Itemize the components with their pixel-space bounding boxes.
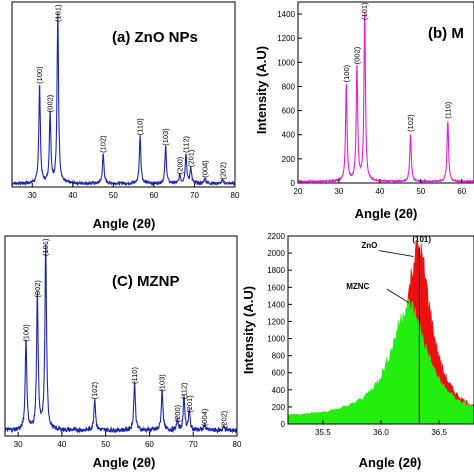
y-tick-label-b-0: 0 <box>291 179 296 188</box>
peak-label-b-2: (101) <box>360 2 369 20</box>
spectrum-line-a <box>11 12 236 187</box>
x-tick-label-b-0: 20 <box>294 187 303 196</box>
panel-a-marks: (100) (002) (101) (102) (110) (103) (200) (112)… <box>11 4 240 200</box>
peak-label-a-9: (004) <box>201 160 210 178</box>
panel-b-marks: (100)(002)(101)(102)(110)20 30 40 50 6002004… <box>277 2 474 196</box>
x-tick-label-d-2: 36.5 <box>431 428 447 437</box>
x-tick-label-c-2: 50 <box>101 440 110 449</box>
x-tick-label-b-2: 40 <box>375 187 384 196</box>
y-tick-label-d-2: 400 <box>272 386 286 395</box>
peak-label-a-10: (202) <box>218 161 227 179</box>
peak-label-c-6: (200) <box>173 404 182 422</box>
panel-c-marks: (100) (002) (101) (102) (110) (103) (200) (112)… <box>4 238 242 449</box>
y-tick-label-d-5: 1000 <box>267 335 285 344</box>
y-tick-label-d-4: 800 <box>272 352 286 361</box>
spectrum-line-c <box>4 243 238 434</box>
y-tick-label-d-8: 1600 <box>267 283 285 292</box>
x-tick-label-d-1: 36.0 <box>373 428 389 437</box>
arrow-mznc <box>386 288 410 303</box>
x-tick-label-a-4: 70 <box>190 191 199 200</box>
y-tick-label-b-3: 600 <box>282 107 296 116</box>
y-tick-label-d-7: 1400 <box>267 300 285 309</box>
peak-label-c-0: (100) <box>22 324 31 342</box>
peak-label-a-4: (110) <box>136 118 145 135</box>
peak-label-a-5: (103) <box>161 128 170 146</box>
y-tick-label-b-1: 200 <box>282 155 296 164</box>
panel-a-title: (a) ZnO NPs <box>112 29 198 46</box>
x-tick-label-b-1: 30 <box>334 187 343 196</box>
panel-d-xlabel: Angle (2θ) <box>359 455 422 470</box>
peak-label-c-3: (102) <box>90 381 99 399</box>
panel-a-frame <box>11 1 236 188</box>
x-tick-label-c-3: 60 <box>145 440 154 449</box>
x-tick-label-c-5: 80 <box>233 440 242 449</box>
panel-b-xlabel: Angle (2θ) <box>355 206 418 221</box>
panel-c-frame <box>4 235 238 437</box>
peak-label-b-1: (002) <box>352 46 361 64</box>
x-tick-label-a-5: 80 <box>231 191 240 200</box>
panel-b-ylabel: Intensity (A.U) <box>254 46 269 134</box>
peak-label-a-3: (102) <box>99 135 108 153</box>
panel-d-frame <box>287 235 474 425</box>
panel-d-marks: ZnO (101) MZNC 35.5 36.0 36.5 0 200 400 600 800 100… <box>267 232 474 437</box>
x-tick-label-c-0: 30 <box>14 440 23 449</box>
peak-label-c-7: (112) <box>180 382 189 399</box>
peak-label-a-6: (200) <box>175 156 184 174</box>
x-tick-label-c-1: 40 <box>57 440 66 449</box>
area-mznc <box>287 298 474 425</box>
x-tick-label-a-2: 50 <box>109 191 118 200</box>
y-tick-label-d-0: 0 <box>281 420 286 429</box>
peak-label-b-0: (100) <box>342 64 351 82</box>
arrow-zno <box>378 250 414 257</box>
peak-label-c-9: (004) <box>200 408 209 426</box>
y-tick-label-d-3: 600 <box>272 369 286 378</box>
panel-a-xlabel: Angle (2θ) <box>93 216 156 231</box>
panel-d: ZnO (101) MZNC 35.5 36.0 36.5 0 200 400 600 800 100… <box>241 232 474 470</box>
peak-label-c-4: (110) <box>130 367 139 384</box>
x-tick-label-a-0: 30 <box>28 191 37 200</box>
peak-label-c-1: (002) <box>33 280 42 298</box>
panel-c-xlabel: Angle (2θ) <box>93 455 156 470</box>
y-tick-label-d-9: 1800 <box>267 266 285 275</box>
panel-a: (a) ZnO NPs (100)(002)(101)(102)(110)(10… <box>11 1 240 231</box>
panel-b-frame <box>297 1 474 184</box>
peak-label-c-2: (101) <box>41 238 50 256</box>
peak-label-a-1: (002) <box>46 94 55 112</box>
x-tick-label-a-3: 60 <box>149 191 158 200</box>
panel-c: (C) MZNP (100)(002)(101)(102)(110) (103)(… <box>4 235 242 470</box>
panel-d-ylabel: Intensity (A.U) <box>241 286 256 374</box>
y-tick-label-b-2: 400 <box>282 131 296 140</box>
x-tick-label-b-4: 60 <box>457 187 466 196</box>
y-tick-label-b-6: 1200 <box>277 34 295 43</box>
peak-label-c-8: (201) <box>185 395 194 413</box>
annotation-2: MZNC <box>346 282 369 291</box>
panel-c-title: (C) MZNP <box>112 273 180 290</box>
peak-label-a-2: (101) <box>53 4 62 22</box>
y-tick-label-d-11: 2200 <box>267 232 285 241</box>
panel-b: (b) M (100)(002) (101) (102) (110) 20 30 40 50 6… <box>254 1 474 221</box>
peak-label-b-3: (102) <box>406 114 415 132</box>
peak-label-a-7: (112) <box>181 135 190 152</box>
x-tick-label-d-0: 35.5 <box>315 428 331 437</box>
y-tick-label-b-4: 800 <box>282 82 296 91</box>
peak-label-a-8: (201) <box>186 149 195 167</box>
x-tick-label-b-3: 50 <box>416 187 425 196</box>
x-tick-label-c-4: 70 <box>189 440 198 449</box>
y-tick-label-b-7: 1400 <box>277 10 295 19</box>
panel-b-title: (b) M <box>428 25 464 42</box>
y-tick-label-b-5: 1000 <box>277 58 295 67</box>
y-tick-label-d-6: 1200 <box>267 317 285 326</box>
y-tick-label-d-10: 2000 <box>267 249 285 258</box>
annotation-1: (101) <box>412 235 431 244</box>
x-tick-label-a-1: 40 <box>68 191 77 200</box>
peak-label-c-5: (103) <box>158 374 167 392</box>
peak-label-c-10: (202) <box>219 410 228 428</box>
peak-label-b-4: (110) <box>443 101 452 118</box>
annotation-0: ZnO <box>361 241 377 250</box>
spectrum-line-b <box>297 12 474 185</box>
y-tick-label-d-1: 200 <box>272 403 286 412</box>
peak-label-a-0: (100) <box>35 66 44 84</box>
